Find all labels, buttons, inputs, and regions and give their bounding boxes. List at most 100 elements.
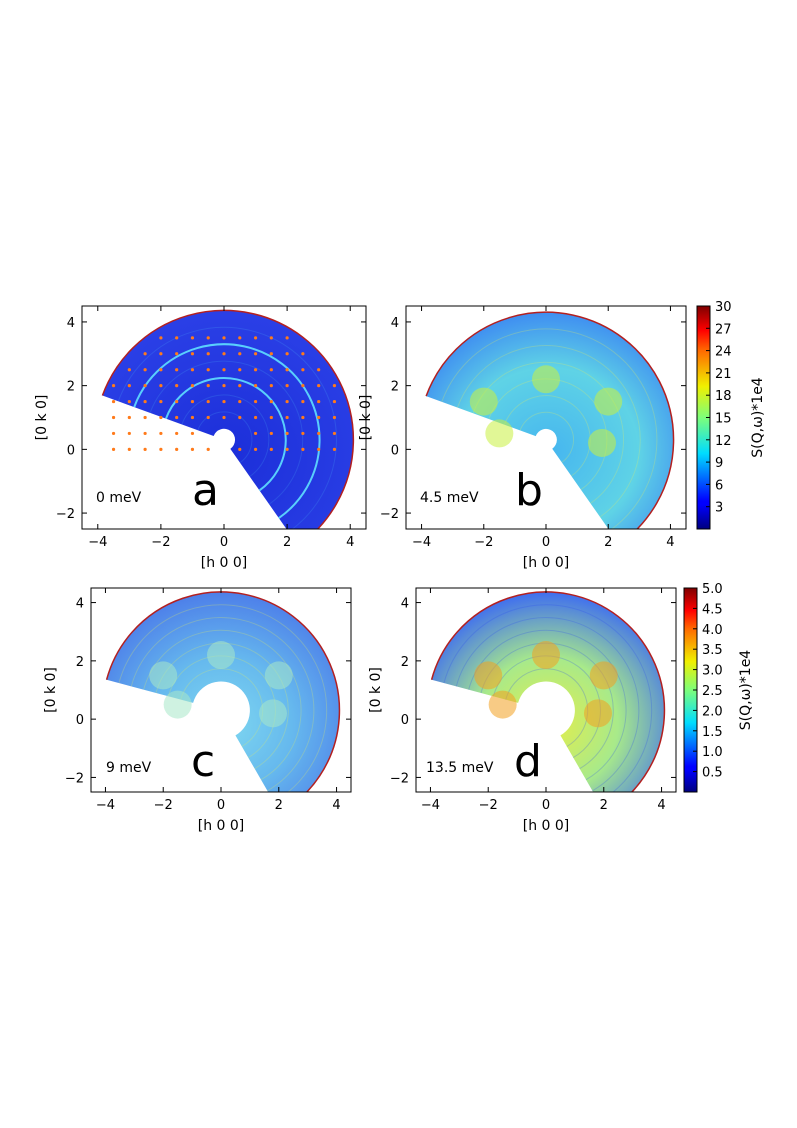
bragg-peak — [127, 368, 131, 372]
bragg-peak — [253, 447, 258, 451]
powder-ring — [167, 655, 276, 759]
y-tick-label: 0 — [391, 443, 399, 458]
bragg-peak — [253, 431, 258, 436]
coverage-region — [431, 591, 665, 792]
bragg-peak — [285, 447, 289, 451]
bragg-peak — [285, 399, 289, 404]
colorbar-tick-label: 15 — [715, 412, 732, 427]
powder-ring — [519, 411, 575, 463]
powder-ring — [488, 378, 608, 491]
bragg-peak — [222, 352, 226, 356]
colorbar-tick-label: 0.5 — [702, 766, 723, 781]
panel-c: −4 −2 0 2 4 −2 0 2 4 [h 0 0] [0 k 0] 9 meV c — [43, 587, 352, 834]
y-tick-label: 0 — [401, 713, 409, 728]
bragg-peak — [332, 399, 337, 404]
powder-ring — [155, 642, 289, 770]
powder-ring — [480, 642, 614, 770]
bragg-peak — [127, 415, 131, 420]
y-tick-label: 2 — [67, 380, 75, 395]
bragg-peak — [332, 415, 337, 420]
bragg-peak — [253, 415, 258, 420]
heatmap-d — [430, 591, 666, 792]
bragg-peak — [301, 399, 305, 404]
panel-letter: a — [192, 465, 219, 516]
y-axis-label: [0 k 0] — [358, 395, 374, 441]
outer-rim — [430, 591, 666, 792]
bragg-peak — [159, 415, 163, 420]
intensity-blob — [532, 365, 560, 394]
intensity-blob — [488, 690, 517, 719]
bragg-peak — [253, 399, 258, 404]
bragg-peak — [301, 415, 305, 420]
y-tick-label: 4 — [76, 597, 84, 612]
bragg-peak — [317, 415, 321, 420]
colorbar-tick-label: 6 — [715, 478, 723, 493]
bragg-peak — [332, 384, 337, 388]
powder-ring — [180, 668, 264, 747]
bragg-peak — [206, 336, 210, 340]
bragg-peak — [127, 431, 131, 436]
colorbar-tick-label: 4.0 — [702, 623, 723, 638]
x-tick-label: −2 — [479, 798, 498, 813]
colorbar-tick-label: 18 — [715, 389, 732, 404]
bragg-peak — [301, 431, 305, 436]
bragg-peak — [222, 384, 226, 388]
colorbar-tick-label: 3.5 — [702, 643, 723, 658]
intensity-blob — [485, 419, 514, 448]
bragg-peak — [301, 352, 305, 356]
y-tick-label: 2 — [76, 655, 84, 670]
intensity-blob — [259, 699, 287, 728]
bragg-peak — [301, 384, 305, 388]
bragg-peak — [206, 384, 210, 388]
bragg-peak — [190, 415, 195, 420]
x-tick-label: −2 — [474, 535, 493, 550]
bragg-peak — [175, 368, 179, 372]
y-axis-label: [0 k 0] — [368, 667, 384, 713]
bragg-peak — [269, 336, 273, 340]
powder-ring — [143, 629, 302, 781]
heatmap-b — [425, 311, 675, 529]
x-axis-label: [h 0 0] — [198, 818, 245, 834]
bragg-peak — [143, 384, 147, 388]
bragg-peak — [238, 352, 242, 356]
bragg-peak — [190, 384, 195, 388]
bragg-peak — [332, 431, 337, 436]
heatmap-c — [105, 591, 341, 792]
bragg-peak — [238, 415, 242, 420]
bragg-peak — [159, 431, 163, 436]
bragg-peak — [285, 431, 289, 436]
y-tick-label: 2 — [401, 655, 409, 670]
colorbar-tick-label: 12 — [715, 434, 732, 449]
powder-ring — [456, 345, 641, 518]
x-tick-label: 4 — [666, 535, 674, 550]
x-tick-label: −2 — [151, 535, 170, 550]
bragg-peak — [285, 415, 289, 420]
bragg-peak — [159, 399, 163, 404]
bragg-peak — [190, 399, 195, 404]
bragg-peak — [143, 352, 147, 356]
bragg-peak — [190, 447, 195, 451]
bragg-peak — [111, 399, 116, 404]
bragg-peak — [253, 352, 258, 356]
powder-ring — [503, 395, 591, 477]
outer-rim — [101, 309, 355, 529]
bragg-peak — [190, 368, 195, 372]
bragg-peak — [269, 384, 273, 388]
bragg-peak — [253, 368, 258, 372]
y-tick-label: 4 — [67, 316, 75, 331]
bragg-peak — [285, 384, 289, 388]
y-tick-label: 2 — [391, 380, 399, 395]
colorbar-tick-label: 30 — [715, 300, 732, 315]
coverage-region — [426, 312, 674, 529]
energy-label: 13.5 meV — [426, 760, 494, 776]
bragg-peak — [206, 415, 210, 420]
colorbar-tick-label: 24 — [715, 345, 732, 360]
bragg-peak — [269, 431, 273, 436]
powder-ring — [118, 604, 328, 792]
energy-label: 9 meV — [106, 760, 152, 776]
x-tick-label: 2 — [604, 535, 612, 550]
intensity-blob — [207, 641, 235, 670]
colorbar-tick-label: 4.5 — [702, 602, 723, 617]
bragg-peak — [206, 399, 210, 404]
